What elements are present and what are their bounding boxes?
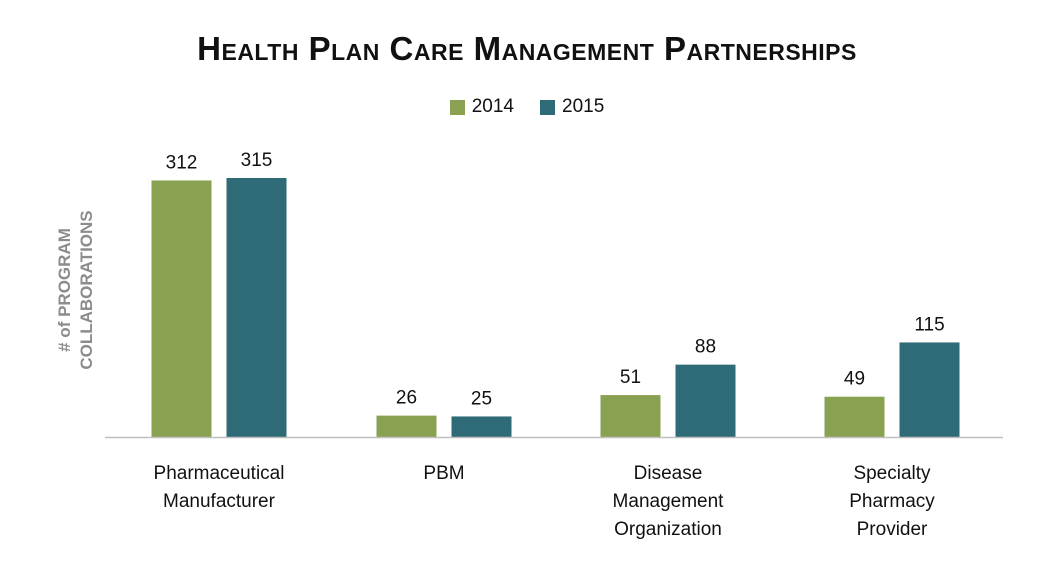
x-tick-label-line: PBM xyxy=(423,463,465,484)
bar-2015-2 xyxy=(675,364,736,437)
legend-label-2014: 2014 xyxy=(471,96,514,117)
data-label-2014-0: 312 xyxy=(166,152,198,173)
bar-2014-0 xyxy=(151,180,212,437)
x-tick-label-line: Organization xyxy=(614,519,722,540)
chart-title: Health Plan Care Management Partnerships xyxy=(197,30,857,67)
data-label-2014-2: 51 xyxy=(620,367,641,388)
bar-2015-3 xyxy=(899,342,960,437)
x-tick-label-3: Specialty Pharmacy Provider xyxy=(792,460,992,544)
x-tick-label-line: Pharmaceutical xyxy=(153,463,285,484)
data-label-2015-1: 25 xyxy=(471,388,492,409)
legend-item-2015: 2015 xyxy=(540,96,604,118)
x-tick-label-line: Specialty xyxy=(853,463,931,484)
x-tick-label-1: PBM xyxy=(344,460,544,488)
bar-2014-1 xyxy=(376,415,437,437)
data-label-2014-3: 49 xyxy=(844,369,865,390)
x-tick-label-line: Disease xyxy=(633,463,703,484)
bar-2014-2 xyxy=(600,395,661,437)
bar-2015-0 xyxy=(226,178,287,437)
legend: 2014 2015 xyxy=(0,96,1054,118)
bar-2014-3 xyxy=(824,396,885,437)
x-tick-label-0: Pharmaceutical Manufacturer xyxy=(119,460,319,516)
x-tick-label-2: Disease Management Organization xyxy=(568,460,768,544)
data-label-2015-0: 315 xyxy=(241,150,273,171)
legend-item-2014: 2014 xyxy=(449,96,514,118)
x-tick-label-line: Provider xyxy=(856,519,928,540)
x-tick-label-line: Management xyxy=(612,491,724,512)
bar-2015-1 xyxy=(451,416,512,437)
legend-swatch-2014 xyxy=(449,99,465,115)
x-tick-label-line: Pharmacy xyxy=(849,491,935,512)
data-label-2014-1: 26 xyxy=(396,388,417,409)
data-label-2015-3: 115 xyxy=(914,314,944,335)
x-tick-label-line: Manufacturer xyxy=(163,491,275,512)
legend-label-2015: 2015 xyxy=(562,96,605,117)
legend-swatch-2015 xyxy=(540,99,555,115)
data-label-2015-2: 88 xyxy=(695,337,716,358)
